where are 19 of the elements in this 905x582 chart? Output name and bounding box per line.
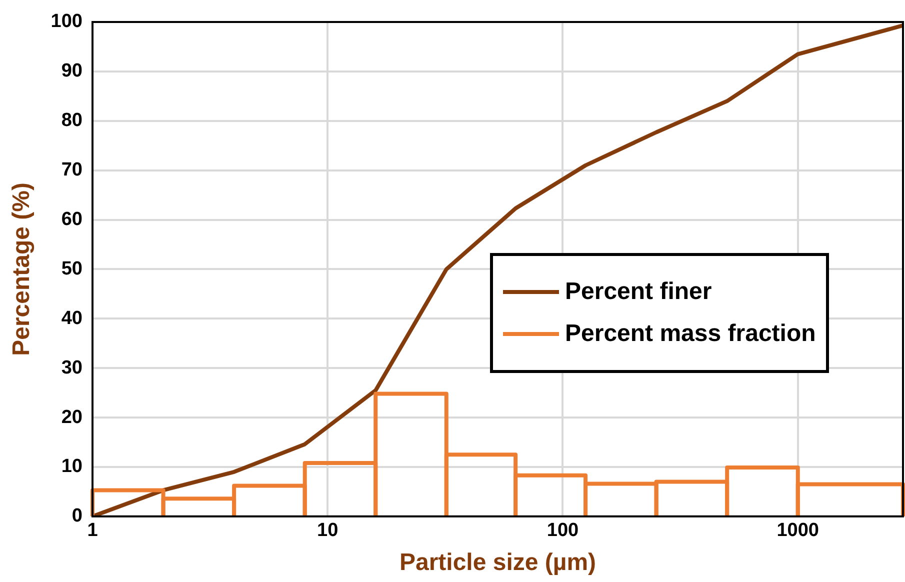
x-tick-label: 1 [87,520,98,542]
x-tick-label: 10 [317,520,338,542]
y-tick-label: 30 [61,357,82,378]
y-tick-label: 10 [61,456,82,478]
legend-label: Percent mass fraction [565,320,816,348]
y-tick-label: 70 [61,160,82,181]
y-tick-label: 40 [61,308,82,329]
y-tick-label: 50 [61,258,82,280]
x-axis-title: Particle size (µm) [399,549,596,576]
y-tick-label: 0 [72,506,82,527]
y-tick-label: 20 [61,406,82,428]
legend-label: Percent finer [565,278,712,306]
y-axis-title: Percentage (%) [8,182,36,356]
y-tick-label: 100 [50,11,82,32]
y-tick-label: 90 [61,60,82,82]
y-tick-label: 60 [61,208,82,230]
x-tick-label: 100 [546,520,579,542]
y-tick-label: 80 [61,110,82,132]
x-tick-label: 1000 [776,520,820,542]
